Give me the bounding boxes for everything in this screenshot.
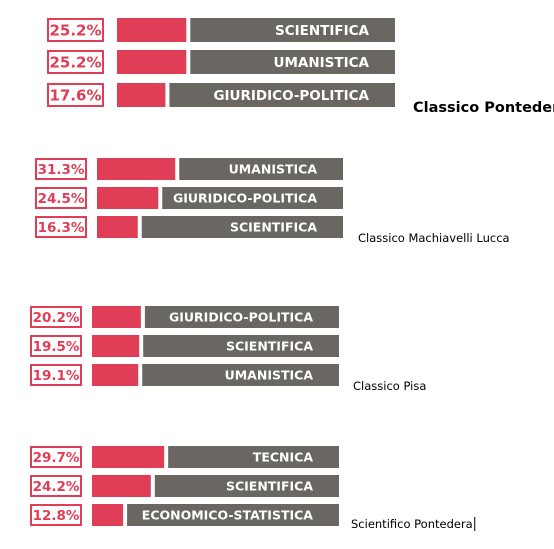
- value-box: [35, 187, 87, 209]
- value-label: 25.2%: [49, 21, 101, 39]
- category-label: UMANISTICA: [274, 55, 370, 71]
- value-label: 25.2%: [49, 53, 101, 71]
- value-label: 17.6%: [49, 86, 101, 104]
- value-bar: [117, 83, 166, 107]
- value-label: 19.1%: [33, 368, 80, 384]
- category-bar: [162, 187, 343, 209]
- school-label: Scientifico Pontedera: [351, 517, 473, 531]
- category-bar: [144, 306, 339, 328]
- value-bar: [117, 50, 187, 74]
- school-label: Classico Machiavelli Lucca: [358, 231, 510, 245]
- category-bar: [190, 18, 395, 42]
- category-bar: [154, 475, 339, 497]
- value-box: [30, 504, 82, 526]
- chart-panel: 20.2% GIURIDICO-POLITICA 19.5% SCIENTIFICA 1…: [30, 306, 426, 393]
- category-label: SCIENTIFICA: [275, 23, 370, 39]
- category-label: TECNICA: [253, 450, 314, 465]
- value-box: [35, 216, 87, 238]
- value-box: [47, 18, 104, 42]
- value-label: 19.5%: [33, 339, 80, 355]
- chart-panel: 29.7% TECNICA 24.2% SCIENTIFICA 12.8% ECONOMI…: [30, 446, 476, 531]
- value-box: [47, 50, 104, 74]
- value-label: 24.5%: [38, 191, 85, 207]
- category-bar: [190, 50, 395, 74]
- category-bar: [142, 364, 339, 386]
- category-label: GIURIDICO-POLITICA: [213, 88, 369, 104]
- value-box: [30, 306, 82, 328]
- value-bar: [117, 18, 187, 42]
- value-bar: [97, 216, 138, 238]
- category-label: UMANISTICA: [225, 368, 314, 383]
- category-label: SCIENTIFICA: [226, 479, 313, 494]
- value-bar: [92, 504, 124, 526]
- category-label: GIURIDICO-POLITICA: [169, 310, 313, 325]
- category-bar: [169, 83, 395, 107]
- value-bar: [97, 187, 159, 209]
- category-label: SCIENTIFICA: [226, 339, 313, 354]
- chart-panel: 25.2% SCIENTIFICA 25.2% UMANISTICA 17.6% GIUR…: [47, 18, 554, 116]
- value-box: [30, 475, 82, 497]
- value-bar: [92, 364, 139, 386]
- value-label: 12.8%: [33, 508, 80, 524]
- value-box: [30, 335, 82, 357]
- value-label: 24.2%: [33, 479, 80, 495]
- value-label: 16.3%: [38, 220, 85, 236]
- value-box: [30, 364, 82, 386]
- school-label: Classico Pontedera: [413, 100, 554, 116]
- category-label: ECONOMICO-STATISTICA: [142, 508, 314, 523]
- category-bar: [179, 158, 343, 180]
- category-bar: [141, 216, 343, 238]
- value-box: [47, 83, 104, 107]
- category-bar: [168, 446, 339, 468]
- value-label: 20.2%: [33, 310, 80, 326]
- value-bar: [92, 446, 165, 468]
- value-bar: [97, 158, 176, 180]
- value-bar: [92, 306, 141, 328]
- school-label: Classico Pisa: [353, 379, 426, 393]
- category-bar: [143, 335, 339, 357]
- chart-panel: 31.3% UMANISTICA 24.5% GIURIDICO-POLITICA 16…: [35, 158, 510, 245]
- category-bar: [127, 504, 339, 526]
- category-label: UMANISTICA: [229, 162, 318, 177]
- category-label: GIURIDICO-POLITICA: [173, 191, 317, 206]
- value-bar: [92, 335, 140, 357]
- category-label: SCIENTIFICA: [230, 220, 317, 235]
- value-box: [30, 446, 82, 468]
- value-bar: [92, 475, 151, 497]
- value-box: [35, 158, 87, 180]
- value-label: 29.7%: [33, 450, 80, 466]
- value-label: 31.3%: [38, 162, 85, 178]
